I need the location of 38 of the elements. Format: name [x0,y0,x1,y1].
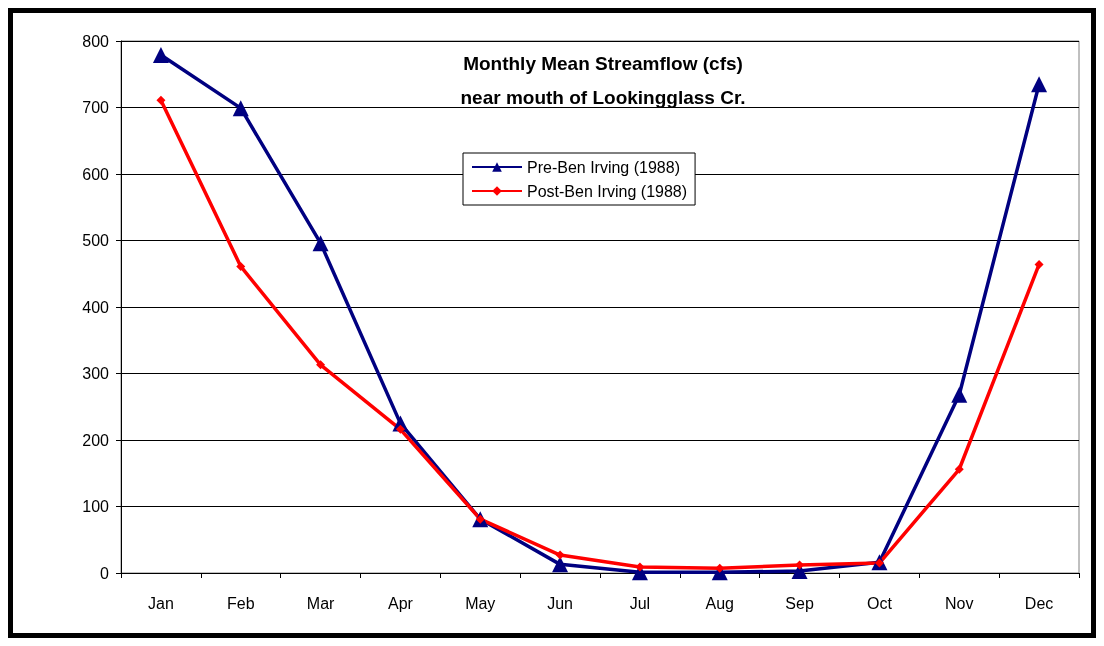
y-tick-label: 200 [82,431,110,449]
point [156,95,166,105]
y-tick-label: 700 [82,99,110,116]
x-tick-label: Jul [629,594,651,612]
legend-label: Pre-Ben Irving (1988) [527,158,680,176]
point [232,100,249,117]
point [552,556,569,573]
legend-label: Post-Ben Irving (1988) [527,182,688,200]
x-tick-label: Aug [705,594,734,612]
point [1034,259,1044,269]
y-tick-label: 100 [82,498,110,515]
x-tick-label: Oct [866,594,893,612]
point [954,464,964,474]
x-tick-label: Nov [945,594,974,612]
x-tick-label: Apr [387,594,414,612]
y-tick-label: 0 [100,564,110,582]
point [152,46,169,63]
x-tick-label: Mar [306,594,336,612]
y-tick-label: 800 [82,32,110,50]
y-tick-label: 300 [82,365,110,382]
point [555,550,565,560]
point [236,261,246,271]
x-tick-label: Feb [226,594,255,612]
point [395,424,405,434]
point [316,360,326,370]
x-tick-label: Jun [547,594,573,612]
x-tick-label: Sep [785,594,814,612]
point [312,235,329,252]
x-tick-label: May [465,594,496,612]
y-tick-label: 600 [82,165,110,183]
point [1031,76,1048,93]
x-tick-label: Jan [148,594,174,612]
x-tick-label: Dec [1024,594,1054,612]
text: Monthly Mean Streamflow (cfs) near mouth of Lookingglass Cr. [460,52,746,108]
y-tick-label: 500 [82,232,110,249]
y-tick-label: 400 [82,298,110,316]
point [951,386,968,403]
point [635,562,645,572]
